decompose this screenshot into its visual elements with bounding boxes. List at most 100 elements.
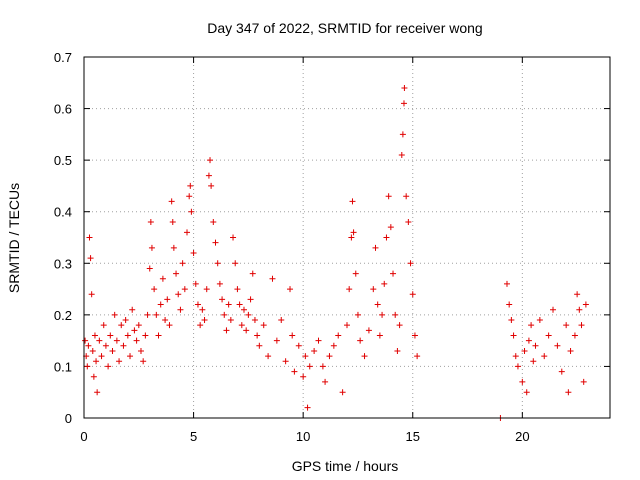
data-point: [525, 337, 532, 344]
data-point: [330, 342, 337, 349]
data-point: [98, 353, 105, 360]
chart-title: Day 347 of 2022, SRMTID for receiver won…: [207, 20, 482, 36]
data-point: [88, 291, 95, 298]
data-point: [148, 244, 155, 251]
plot-frame: [83, 56, 611, 419]
data-point: [346, 286, 353, 293]
data-point: [567, 347, 574, 354]
data-point: [122, 317, 129, 324]
data-point: [210, 219, 217, 226]
data-point: [379, 311, 386, 318]
data-point: [137, 347, 144, 354]
data-point: [339, 389, 346, 396]
data-point: [536, 317, 543, 324]
data-point: [291, 368, 298, 375]
data-point: [545, 332, 552, 339]
x-tick-label: 0: [80, 429, 87, 444]
data-point: [349, 198, 356, 205]
data-point: [580, 378, 587, 385]
data-point: [118, 322, 125, 329]
data-point: [376, 332, 383, 339]
data-point: [116, 358, 123, 365]
data-point: [184, 229, 191, 236]
data-points: [82, 84, 589, 421]
data-point: [409, 291, 416, 298]
data-point: [194, 301, 201, 308]
data-point: [381, 280, 388, 287]
data-point: [247, 296, 254, 303]
data-point: [550, 306, 557, 313]
data-point: [335, 332, 342, 339]
data-point: [510, 332, 517, 339]
data-point: [576, 306, 583, 313]
data-point: [96, 337, 103, 344]
data-point: [100, 322, 107, 329]
data-point: [273, 337, 280, 344]
data-point: [401, 84, 408, 91]
data-point: [251, 317, 258, 324]
data-point: [144, 311, 151, 318]
data-point: [94, 389, 101, 396]
data-point: [230, 234, 237, 241]
data-point: [140, 358, 147, 365]
data-point: [201, 317, 208, 324]
y-tick-label: 0.2: [54, 308, 72, 323]
data-point: [541, 353, 548, 360]
data-point: [319, 363, 326, 370]
data-point: [385, 193, 392, 200]
data-point: [190, 249, 197, 256]
data-point: [170, 244, 177, 251]
data-point: [400, 100, 407, 107]
grid-lines: [84, 57, 610, 418]
data-point: [219, 296, 226, 303]
data-point: [181, 286, 188, 293]
data-point: [354, 311, 361, 318]
data-point: [278, 317, 285, 324]
data-point: [563, 322, 570, 329]
data-point: [370, 286, 377, 293]
data-point: [107, 332, 114, 339]
data-point: [203, 286, 210, 293]
data-point: [166, 322, 173, 329]
data-point: [113, 337, 120, 344]
data-point: [578, 322, 585, 329]
data-point: [89, 347, 96, 354]
data-point: [197, 322, 204, 329]
data-point: [256, 342, 263, 349]
data-point: [82, 337, 89, 344]
data-point: [90, 373, 97, 380]
data-point: [414, 353, 421, 360]
data-point: [243, 327, 250, 334]
data-point: [227, 317, 234, 324]
data-point: [87, 255, 94, 262]
data-point: [135, 322, 142, 329]
data-point: [365, 327, 372, 334]
data-point: [269, 275, 276, 282]
data-point: [133, 337, 140, 344]
data-point: [169, 219, 176, 226]
data-point: [102, 342, 109, 349]
y-tick-label: 0.3: [54, 256, 72, 271]
data-point: [394, 347, 401, 354]
y-tick-label: 0.5: [54, 153, 72, 168]
y-tick-label: 0.4: [54, 205, 72, 220]
data-point: [187, 182, 194, 189]
data-point: [146, 265, 153, 272]
data-point: [582, 301, 589, 308]
data-point: [212, 239, 219, 246]
data-point: [514, 363, 521, 370]
data-point: [245, 311, 252, 318]
y-tick-label: 0: [65, 411, 72, 426]
data-point: [127, 353, 134, 360]
y-axis-label: SRMTID / TECUs: [6, 183, 22, 293]
data-point: [387, 224, 394, 231]
x-tick-label: 10: [296, 429, 310, 444]
data-point: [357, 337, 364, 344]
data-point: [383, 234, 390, 241]
data-point: [396, 322, 403, 329]
data-point: [162, 317, 169, 324]
data-point: [179, 260, 186, 267]
data-point: [173, 270, 180, 277]
data-point: [192, 280, 199, 287]
